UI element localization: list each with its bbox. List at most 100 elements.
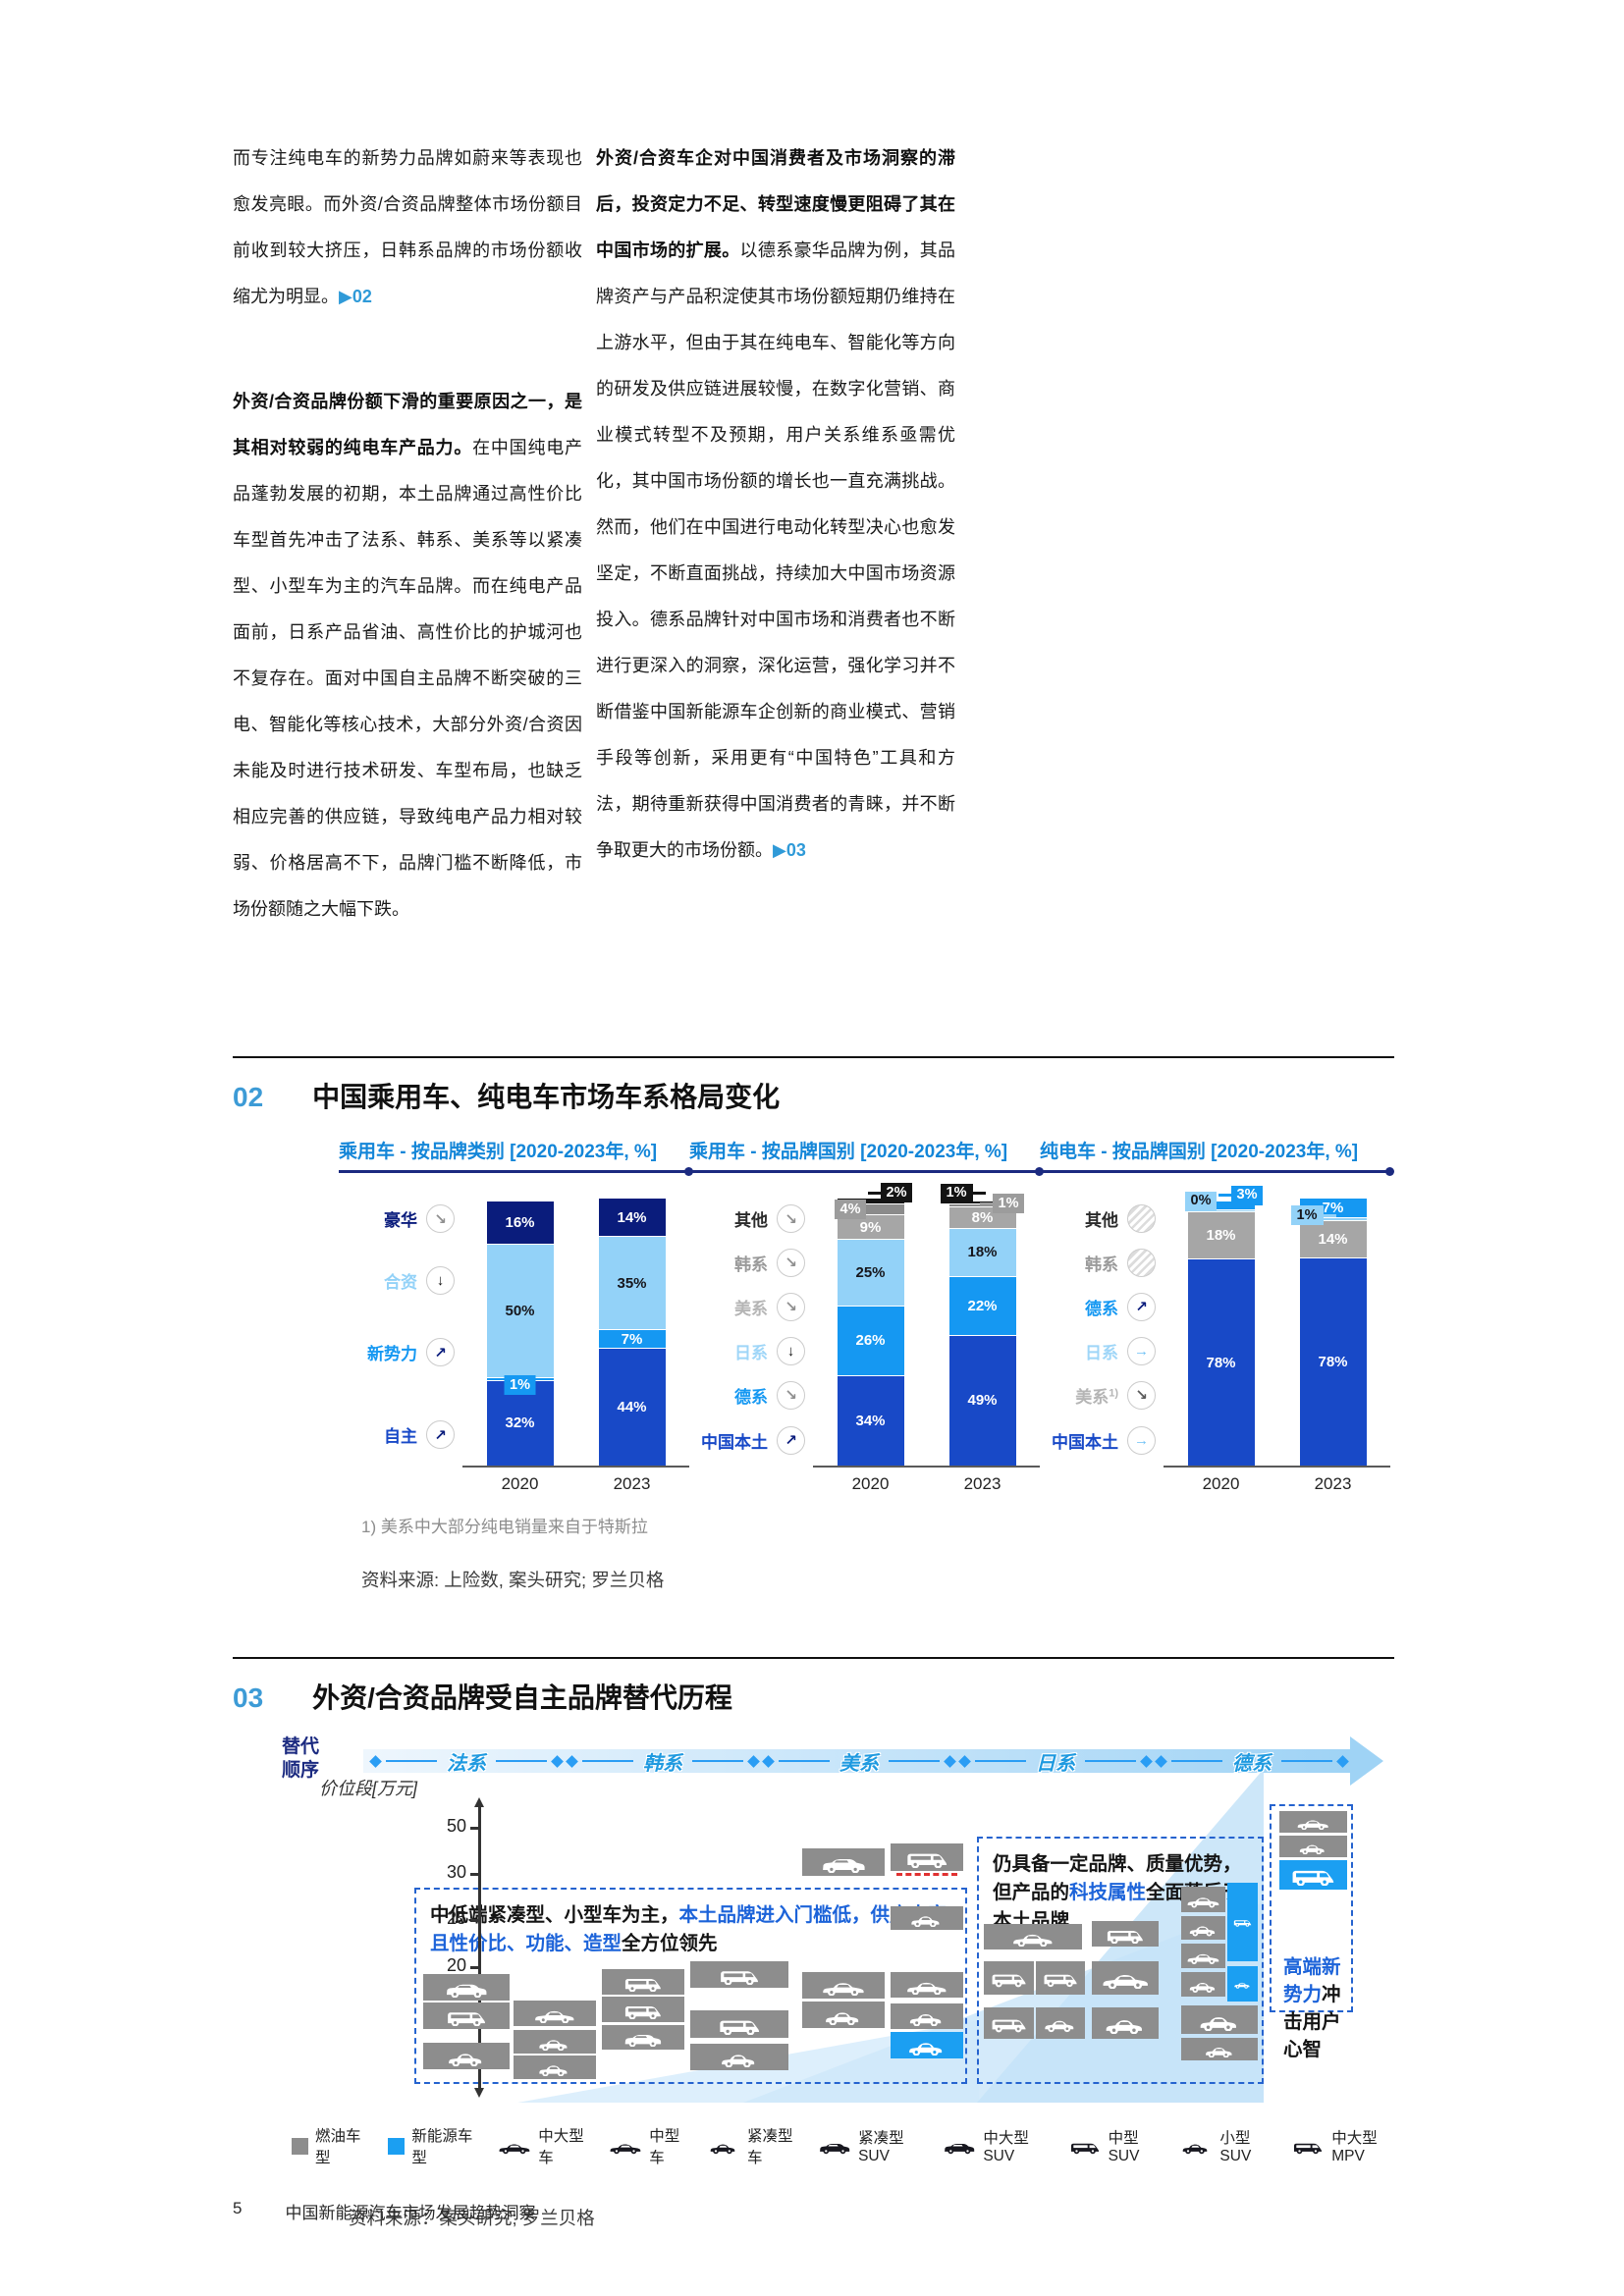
trend-arrow-icon: ↘ <box>777 1292 805 1321</box>
car-box-ice <box>602 1997 684 2022</box>
annotation-text-part: 仍具备一定品牌、质量优势，但产品的 <box>993 1853 1242 1903</box>
car-icon <box>1045 2020 1074 2033</box>
car-box-ice <box>690 2010 788 2038</box>
axis-tick-mark <box>470 1827 479 1830</box>
car-box-ice <box>891 1843 963 1876</box>
car-type-icon <box>707 2138 740 2155</box>
legend-item: 中国本土 ↗ <box>689 1425 805 1455</box>
car-icon <box>720 2020 759 2035</box>
bar-value-chip: 1% <box>504 1375 536 1396</box>
car-box-ice <box>1092 2007 1159 2039</box>
legend03-item: 紧凑型车 <box>707 2124 794 2167</box>
legend-item: 合资 ↓ <box>339 1265 455 1295</box>
diamond-icon <box>747 1754 760 1768</box>
bar-segment <box>1187 1201 1255 1209</box>
legend-label: 中国本土 <box>701 1432 768 1452</box>
source-line: 资料来源：案头研究; 罗兰贝格 <box>349 2208 595 2228</box>
paragraph-1: 而专注纯电车的新势力品牌如蔚来等表现也愈发亮眼。而外资/合资品牌整体市场份额目前… <box>233 135 582 320</box>
car-box-ice <box>891 2003 963 2029</box>
year-label: 2020 <box>851 1474 890 1493</box>
exhibit-02-reference[interactable]: ▶02 <box>339 287 372 306</box>
stacked-bar: 9% 25% 26% 34% <box>837 1199 904 1466</box>
title-underline-dot <box>684 1167 693 1176</box>
diamond-icon <box>958 1754 971 1768</box>
axis-tick-mark <box>470 1873 479 1876</box>
bar-value-label: 78% <box>1318 1353 1348 1370</box>
timeline-segment: 韩系 <box>565 1749 761 1775</box>
exhibit-03-reference[interactable]: ▶03 <box>773 840 806 860</box>
car-type-icon <box>1291 2138 1325 2155</box>
legend-item: 自主 ↗ <box>339 1420 455 1450</box>
timeline-segment-label: 日系 <box>1036 1752 1075 1775</box>
legend03-item: 紧凑型SUV <box>818 2126 919 2165</box>
car-box-ice <box>514 2001 596 2026</box>
bar-segment: 35% <box>598 1236 666 1330</box>
axis-tick-label: 30 <box>446 1862 466 1882</box>
car-icon <box>625 2005 662 2019</box>
axis-tick-label: 20 <box>446 1955 466 1975</box>
car-type-icon-glyph <box>499 2143 530 2154</box>
legend-label: 日系 <box>734 1343 768 1362</box>
timeline-segment: 日系 <box>957 1749 1154 1775</box>
axis-tick-mark <box>470 1919 479 1922</box>
car-box-ice <box>802 2002 885 2028</box>
car-icon <box>909 2042 943 2056</box>
bar-segment: 14% <box>598 1199 666 1237</box>
price-axis-label: 价位段[万元] <box>319 1779 418 1798</box>
annotation-text: 高端新势力冲击用户心智 <box>1272 1806 1351 2063</box>
chart-plot: 9% 25% 26% 34% 2% 4% 2020 8% 18% 22% 49% 1% 1% 2023 <box>813 1183 1040 1493</box>
exhibit-number: 03 <box>233 1682 264 1713</box>
trend-arrow-icon: ↓ <box>777 1336 805 1365</box>
bar-segment: 18% <box>948 1227 1016 1276</box>
bar-segment <box>837 1199 904 1204</box>
bar-value-label: 14% <box>617 1208 647 1226</box>
diamond-icon <box>1336 1754 1349 1768</box>
chart-plot: 18% 78% 3% 0% 2020 7% 14% 78% 1% 2023 <box>1164 1185 1390 1493</box>
subchart: 纯电车 - 按品牌国别 [2020-2023年, %] 其他 韩系 德系 ↗ 日系 → 美系1… <box>1040 1137 1394 1493</box>
bar-segment: 44% <box>598 1348 666 1466</box>
axis-tick-label: 25 <box>446 1908 466 1928</box>
bar-value-label: 8% <box>971 1209 994 1227</box>
bar-value-label: 34% <box>855 1412 886 1429</box>
car-box-ice <box>690 1961 788 1988</box>
bar-value-chip: 0% <box>1184 1191 1218 1211</box>
exhibit-number: 02 <box>233 1082 264 1112</box>
stacked-bar: 18% 78% <box>1187 1201 1255 1466</box>
car-box-ice <box>984 2007 1034 2039</box>
car-icon <box>907 1982 947 1995</box>
legend03-item: 中大型MPV <box>1291 2126 1394 2165</box>
car-box-ice <box>984 1924 1082 1949</box>
legend03-label: 中大型车 <box>538 2128 584 2166</box>
car-icon <box>1187 1953 1219 1964</box>
paragraph-text: 而专注纯电车的新势力品牌如蔚来等表现也愈发亮眼。而外资/合资品牌整体市场份额目前… <box>233 148 582 306</box>
car-box-ice <box>891 1906 963 1930</box>
annotation-text-part: 本土品牌进入门槛低，供应丰富且性价比、功能、造型 <box>430 1904 947 1954</box>
bar-value-label: 18% <box>967 1244 998 1261</box>
car-box-ice <box>1181 1944 1225 1968</box>
legend-item: 日系 → <box>1040 1336 1156 1365</box>
car-icon <box>911 1915 940 1927</box>
annotation-text-part: 全方位领先 <box>622 1933 718 1954</box>
subchart-title-text: 乘用车 - 按品牌国别 [2020-2023年, %] <box>689 1142 1008 1162</box>
legend-item: 日系 ↓ <box>689 1336 805 1365</box>
timeline-segment-label: 美系 <box>839 1752 879 1775</box>
car-box-ice <box>1279 1836 1347 1857</box>
intro-left-column: 而专注纯电车的新势力品牌如蔚来等表现也愈发亮眼。而外资/合资品牌整体市场份额目前… <box>233 135 582 991</box>
timeline-line <box>889 1759 940 1763</box>
car-box-ice <box>1181 1916 1225 1940</box>
subchart: 乘用车 - 按品牌国别 [2020-2023年, %] 其他 ↘ 韩系 ↘ 美系 ↘ 日系 ↓ 德… <box>689 1137 1044 1493</box>
car-icon <box>1297 1819 1328 1830</box>
chart-legend: 其他 韩系 德系 ↗ 日系 → 美系1) ↘ 中国本土 → <box>1040 1199 1164 1466</box>
car-box-ice <box>1036 2007 1085 2039</box>
bar-value-label: 16% <box>505 1213 535 1231</box>
nev-swatch <box>388 2137 406 2155</box>
paragraph-lead-bold: 外资/合资品牌份额下滑的重要原因之一，是其相对较弱的纯电车产品力。 <box>233 392 582 457</box>
legend-item: 中国本土 → <box>1040 1425 1156 1455</box>
legend-label: 日系 <box>1085 1343 1118 1362</box>
bar-value-label: 49% <box>967 1392 998 1410</box>
title-underline-dot <box>1035 1167 1044 1176</box>
car-icon <box>992 2019 1026 2033</box>
bar-value-label: 18% <box>1206 1227 1236 1245</box>
car-box-ice <box>602 1969 684 1995</box>
car-icon <box>721 1970 758 1985</box>
